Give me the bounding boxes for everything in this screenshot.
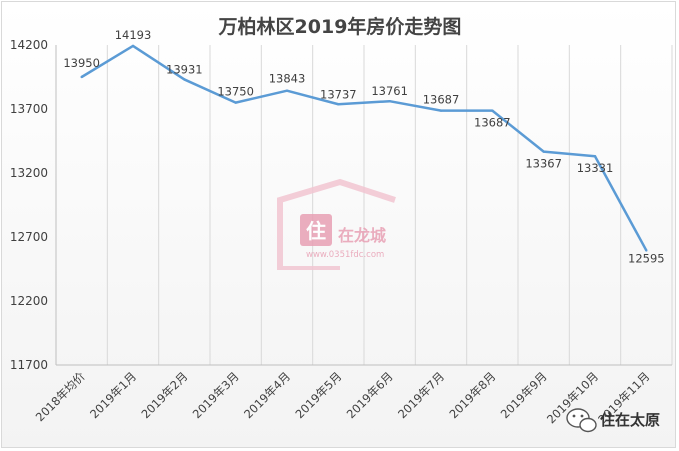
data-label: 14193	[115, 28, 152, 42]
x-tick-label: 2019年8月	[446, 369, 498, 421]
data-point	[593, 155, 597, 158]
x-tick-label: 2019年2月	[138, 369, 190, 421]
series-polyline	[81, 44, 648, 252]
data-point	[234, 101, 237, 104]
y-tick-label: 13200	[10, 166, 48, 180]
data-label: 13687	[423, 93, 460, 107]
data-point	[491, 109, 494, 112]
data-point	[183, 78, 186, 81]
watermark-badge	[300, 214, 332, 246]
watermark-text: 在龙城	[338, 226, 386, 245]
data-label: 13687	[474, 116, 511, 130]
x-tick-label: 2018年均价	[33, 369, 88, 424]
data-label: 13761	[371, 84, 408, 98]
x-tick-label: 2019年6月	[344, 369, 396, 421]
y-tick-label: 11700	[10, 358, 48, 372]
data-point	[131, 44, 135, 48]
data-point	[388, 99, 391, 103]
series-line	[80, 44, 648, 252]
y-tick-label: 12700	[10, 230, 48, 244]
data-label: 13331	[577, 161, 614, 175]
data-label: 13737	[320, 87, 357, 101]
x-tick-label: 2019年4月	[241, 369, 293, 421]
data-point	[80, 75, 83, 79]
brand-text: 住在太原	[600, 411, 660, 429]
data-point	[542, 150, 545, 153]
chart-title: 万柏林区2019年房价走势图	[218, 15, 462, 38]
x-tick-label: 2019年1月	[87, 369, 139, 421]
data-point	[645, 249, 648, 252]
x-tick-label: 2019年9月	[498, 369, 550, 421]
grid-lines	[106, 45, 673, 365]
data-label: 13367	[525, 157, 562, 171]
watermark-url: www.0351fdc.com	[306, 250, 384, 260]
wechat-bubble-icon	[566, 408, 597, 433]
data-label: 13843	[269, 72, 306, 86]
data-label: 13750	[217, 85, 254, 99]
house-roof-icon	[277, 178, 396, 270]
watermark-logo: 住 在龙城 www.0351fdc.com	[277, 178, 396, 270]
watermark-badge-char: 住	[306, 219, 326, 243]
data-label: 12595	[628, 251, 665, 265]
brand-overlay: 住在太原	[566, 408, 660, 433]
x-tick-label: 2019年5月	[292, 369, 344, 421]
x-tick-label: 2019年3月	[190, 369, 242, 421]
x-tick-label: 2019年7月	[395, 369, 447, 421]
y-tick-label: 13700	[10, 102, 48, 116]
data-point	[285, 89, 289, 92]
data-point	[439, 109, 443, 112]
data-labels: 13950 14193 13931 13750 13843 13737 13761 13687…	[63, 28, 664, 266]
data-point	[337, 103, 340, 106]
data-label: 13950	[63, 56, 100, 70]
y-tick-label: 14200	[10, 38, 48, 52]
data-label: 13931	[166, 62, 203, 76]
y-tick-label: 12200	[10, 294, 48, 308]
